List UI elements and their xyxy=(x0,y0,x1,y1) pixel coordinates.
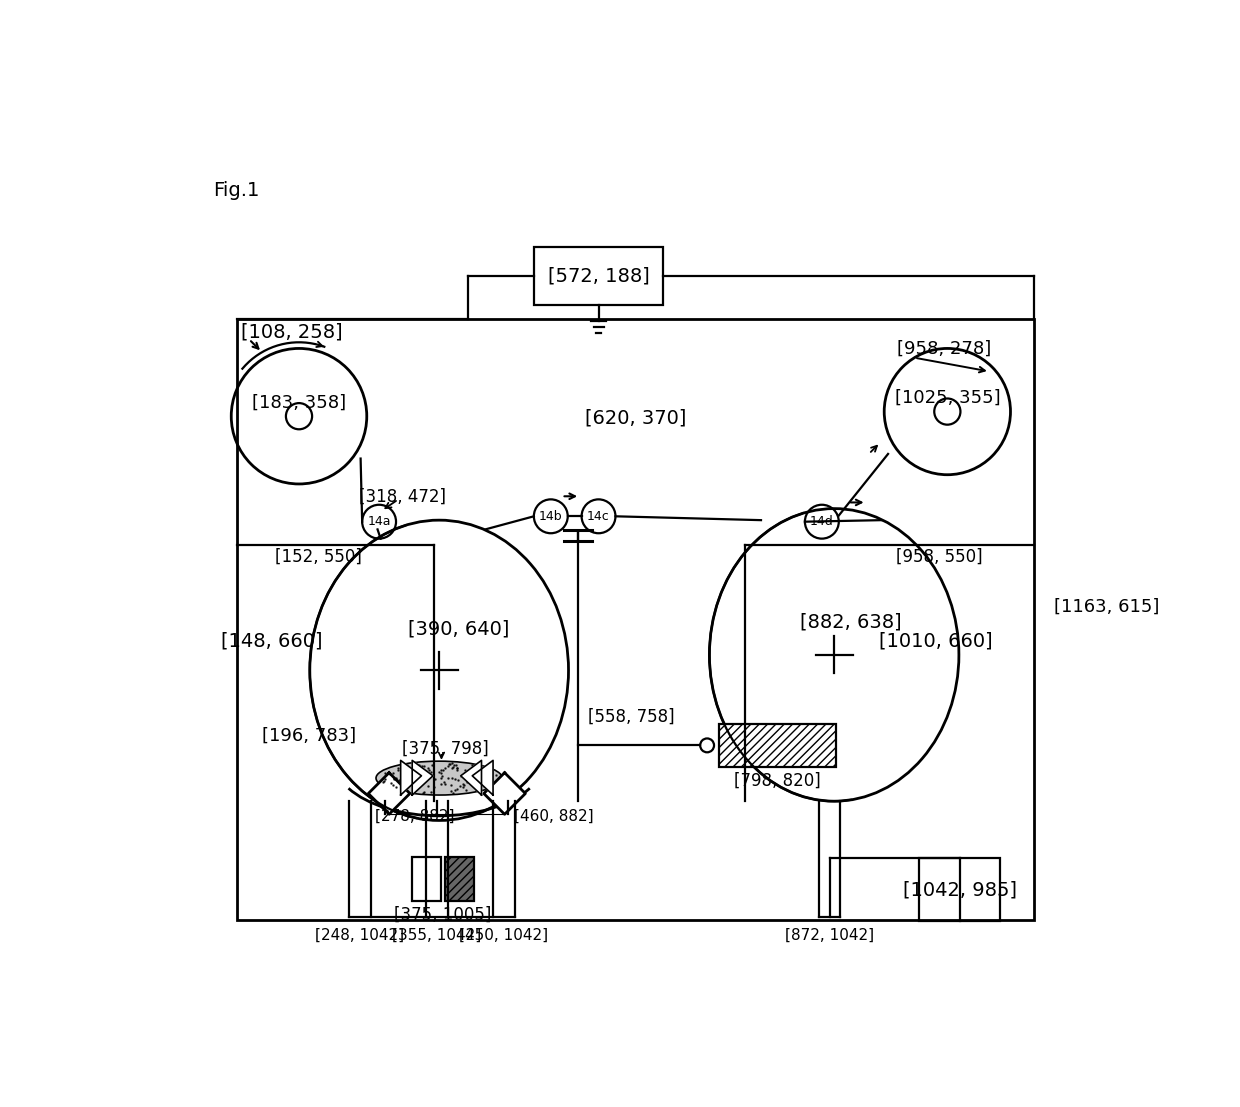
Text: [148, 660]: [148, 660] xyxy=(221,631,322,651)
Text: 14b: 14b xyxy=(539,510,563,523)
Bar xyxy=(919,858,1001,921)
Text: [183, 358]: [183, 358] xyxy=(252,393,346,412)
Text: [1025, 355]: [1025, 355] xyxy=(894,389,1001,406)
Polygon shape xyxy=(461,761,481,795)
Bar xyxy=(534,247,663,306)
Polygon shape xyxy=(484,773,526,815)
Bar xyxy=(412,857,441,901)
Text: [958, 550]: [958, 550] xyxy=(895,547,982,566)
Ellipse shape xyxy=(376,762,502,795)
Text: [248, 1042]: [248, 1042] xyxy=(315,928,404,943)
Bar xyxy=(719,724,836,766)
Circle shape xyxy=(534,499,568,534)
Text: 14d: 14d xyxy=(810,515,833,528)
Text: [278, 882]: [278, 882] xyxy=(376,809,455,824)
Circle shape xyxy=(362,505,396,539)
Text: [318, 472]: [318, 472] xyxy=(360,487,446,505)
Text: [872, 1042]: [872, 1042] xyxy=(785,928,874,943)
Polygon shape xyxy=(412,761,433,795)
Text: Fig.1: Fig.1 xyxy=(213,182,260,200)
Text: 14c: 14c xyxy=(588,510,610,523)
Text: 14a: 14a xyxy=(367,515,391,528)
Text: [152, 550]: [152, 550] xyxy=(275,547,362,566)
Polygon shape xyxy=(401,761,422,795)
Text: [572, 188]: [572, 188] xyxy=(548,267,650,286)
Text: [1163, 615]: [1163, 615] xyxy=(1054,598,1159,615)
Text: [882, 638]: [882, 638] xyxy=(800,612,901,631)
Bar xyxy=(444,857,474,901)
Text: [450, 1042]: [450, 1042] xyxy=(459,928,548,943)
Polygon shape xyxy=(472,761,494,795)
Text: [958, 278]: [958, 278] xyxy=(898,340,992,358)
Text: [558, 758]: [558, 758] xyxy=(588,707,675,725)
Text: [1010, 660]: [1010, 660] xyxy=(879,631,992,651)
Text: [355, 1042]: [355, 1042] xyxy=(392,928,481,943)
Text: [460, 882]: [460, 882] xyxy=(513,809,594,824)
Text: [375, 1005]: [375, 1005] xyxy=(394,907,492,924)
Bar xyxy=(237,319,1034,920)
Text: [390, 640]: [390, 640] xyxy=(408,620,510,639)
Text: [196, 783]: [196, 783] xyxy=(262,727,356,745)
Circle shape xyxy=(805,505,838,539)
Text: [375, 798]: [375, 798] xyxy=(402,739,489,758)
Circle shape xyxy=(582,499,615,534)
Text: [1042, 985]: [1042, 985] xyxy=(903,880,1017,899)
Polygon shape xyxy=(368,773,410,815)
Text: [620, 370]: [620, 370] xyxy=(585,408,686,427)
Text: [108, 258]: [108, 258] xyxy=(242,322,343,341)
Text: [798, 820]: [798, 820] xyxy=(734,772,821,789)
